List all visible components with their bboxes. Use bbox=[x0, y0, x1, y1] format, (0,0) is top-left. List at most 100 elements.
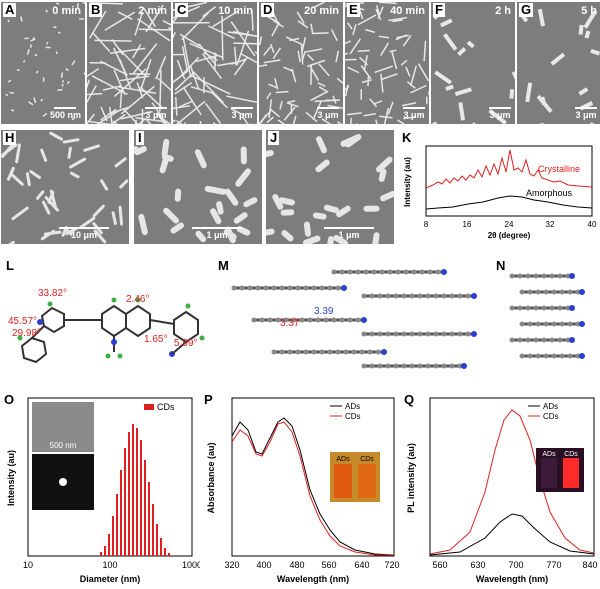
ads-absorbance-curve bbox=[231, 417, 395, 556]
size-bar bbox=[164, 548, 166, 556]
scale-bar: 3 μm bbox=[145, 107, 167, 120]
vial-label: ADs bbox=[336, 456, 350, 463]
angle-label: 45.57° bbox=[8, 316, 37, 327]
sem-inset bbox=[32, 402, 94, 452]
panel-label: F bbox=[433, 2, 445, 17]
tick-label: 400 bbox=[256, 560, 271, 570]
time-label: 2 min bbox=[138, 5, 167, 17]
tick-label: 16 bbox=[463, 220, 472, 229]
sem-panel: C 10 min 3 μm bbox=[173, 2, 257, 124]
vial-ads bbox=[541, 458, 557, 488]
x-axis-label: 2θ (degree) bbox=[488, 231, 531, 240]
angle-label: 33.82° bbox=[38, 288, 67, 299]
sem-panel: H 10 μm bbox=[1, 130, 129, 244]
vial-label: CDs bbox=[360, 456, 374, 463]
sem-panel: A 0 min 500 nm bbox=[1, 2, 85, 124]
time-label: 5 h bbox=[581, 5, 597, 17]
x-axis-label: Wavelength (nm) bbox=[476, 574, 548, 584]
pl-chart: ADs CDs ADs CDs 560 630 700 770 840 Wave… bbox=[406, 397, 598, 584]
scale-bar: 500 nm bbox=[50, 107, 81, 120]
tick-label: 100 bbox=[102, 560, 117, 570]
sem-panel: E 40 min 3 μm bbox=[345, 2, 429, 124]
x-axis-label: Diameter (nm) bbox=[80, 574, 141, 584]
panel-label: I bbox=[136, 130, 144, 145]
tick-label: 480 bbox=[289, 560, 304, 570]
scale-bar: 1 μm bbox=[192, 227, 242, 240]
distance-label: 3.37 bbox=[280, 318, 300, 329]
tick-label: 630 bbox=[470, 560, 485, 570]
tick-label: 770 bbox=[546, 560, 561, 570]
size-bar bbox=[168, 553, 170, 556]
size-bar bbox=[152, 504, 154, 556]
cds-pl-curve bbox=[429, 409, 595, 555]
panel-label: C bbox=[175, 2, 189, 17]
time-label: 10 min bbox=[218, 5, 253, 17]
panel-k: K Crystalline Amorphous 8 16 24 32 40 2θ… bbox=[398, 130, 598, 242]
crystalline-curve bbox=[425, 149, 593, 189]
tick-label: 700 bbox=[508, 560, 523, 570]
size-bar bbox=[140, 440, 142, 556]
tick-label: 560 bbox=[321, 560, 336, 570]
size-bar bbox=[104, 546, 106, 556]
size-bar bbox=[128, 432, 130, 556]
sem-panel: F 2 h 3 μm bbox=[431, 2, 515, 124]
size-bar bbox=[132, 424, 134, 556]
vial-ads bbox=[334, 464, 352, 498]
scale-bar: 3 μm bbox=[231, 107, 253, 120]
angle-label: 5.99° bbox=[174, 338, 197, 349]
size-bar bbox=[120, 470, 122, 556]
crystal-packing-n bbox=[509, 273, 585, 359]
tick-label: 8 bbox=[424, 220, 429, 229]
tick-label: 40 bbox=[588, 220, 597, 229]
tick-label: 320 bbox=[224, 560, 239, 570]
time-label: 40 min bbox=[390, 5, 425, 17]
legend-label: CDs bbox=[157, 402, 175, 412]
distance-label: 3.39 bbox=[314, 306, 334, 317]
tick-label: 640 bbox=[354, 560, 369, 570]
angle-label: 1.65° bbox=[144, 334, 167, 345]
legend-label: CDs bbox=[543, 412, 559, 421]
scale-bar: 3 μm bbox=[575, 107, 597, 120]
panel-label: M bbox=[216, 258, 231, 273]
panel-label: J bbox=[268, 130, 280, 145]
vial-label: ADs bbox=[542, 451, 556, 458]
ads-pl-curve bbox=[429, 513, 595, 556]
tick-label: 560 bbox=[432, 560, 447, 570]
inset-scale-label: 500 nm bbox=[50, 441, 77, 450]
size-bar bbox=[136, 428, 138, 556]
legend-swatch bbox=[144, 404, 154, 410]
scale-bar: 3 μm bbox=[489, 107, 511, 120]
scale-bar: 3 μm bbox=[317, 107, 339, 120]
panel-label: N bbox=[494, 258, 508, 273]
y-axis-label: Absorbance (au) bbox=[206, 442, 216, 513]
scale-bar: 10 μm bbox=[59, 227, 109, 240]
panel-m: M 3.39 3.37 bbox=[214, 258, 482, 376]
panel-n: N bbox=[492, 258, 598, 376]
y-axis-label: Intensity (au) bbox=[403, 157, 412, 207]
sem-panel: D 20 min 3 μm bbox=[259, 2, 343, 124]
panel-label: H bbox=[3, 130, 17, 145]
size-bar bbox=[100, 552, 102, 556]
time-label: 20 min bbox=[304, 5, 339, 17]
y-axis-label: Intensity (au) bbox=[6, 450, 16, 506]
panel-label: A bbox=[3, 2, 17, 17]
panel-label: L bbox=[4, 258, 16, 273]
size-bar bbox=[148, 482, 150, 556]
tick-label: 1000 bbox=[182, 560, 200, 570]
sem-panel: G 5 h 3 μm bbox=[517, 2, 600, 124]
tick-label: 10 bbox=[23, 560, 33, 570]
panel-label: G bbox=[519, 2, 534, 17]
legend-label: ADs bbox=[345, 402, 360, 411]
panel-label: B bbox=[89, 2, 103, 17]
panel-label: P bbox=[202, 392, 215, 407]
size-distribution-chart: 10 100 1000 Diameter (nm) Intensity (au)… bbox=[6, 397, 200, 584]
size-bar bbox=[160, 538, 162, 556]
cds-absorbance-curve bbox=[231, 421, 394, 556]
scale-bar: 1 μm bbox=[324, 227, 374, 240]
panel-q: Q ADs CDs ADs CDs 560 630 700 770 840 Wa… bbox=[400, 392, 600, 589]
molecule-structure: 33.82° 2.46° 45.57° 29.98° 1.65° 5.99° bbox=[8, 288, 205, 364]
tick-label: 24 bbox=[505, 220, 514, 229]
legend-label: ADs bbox=[543, 402, 558, 411]
panel-o: O 10 100 1000 Diameter (nm) Intensity (a… bbox=[0, 392, 200, 589]
size-bar bbox=[108, 534, 110, 556]
